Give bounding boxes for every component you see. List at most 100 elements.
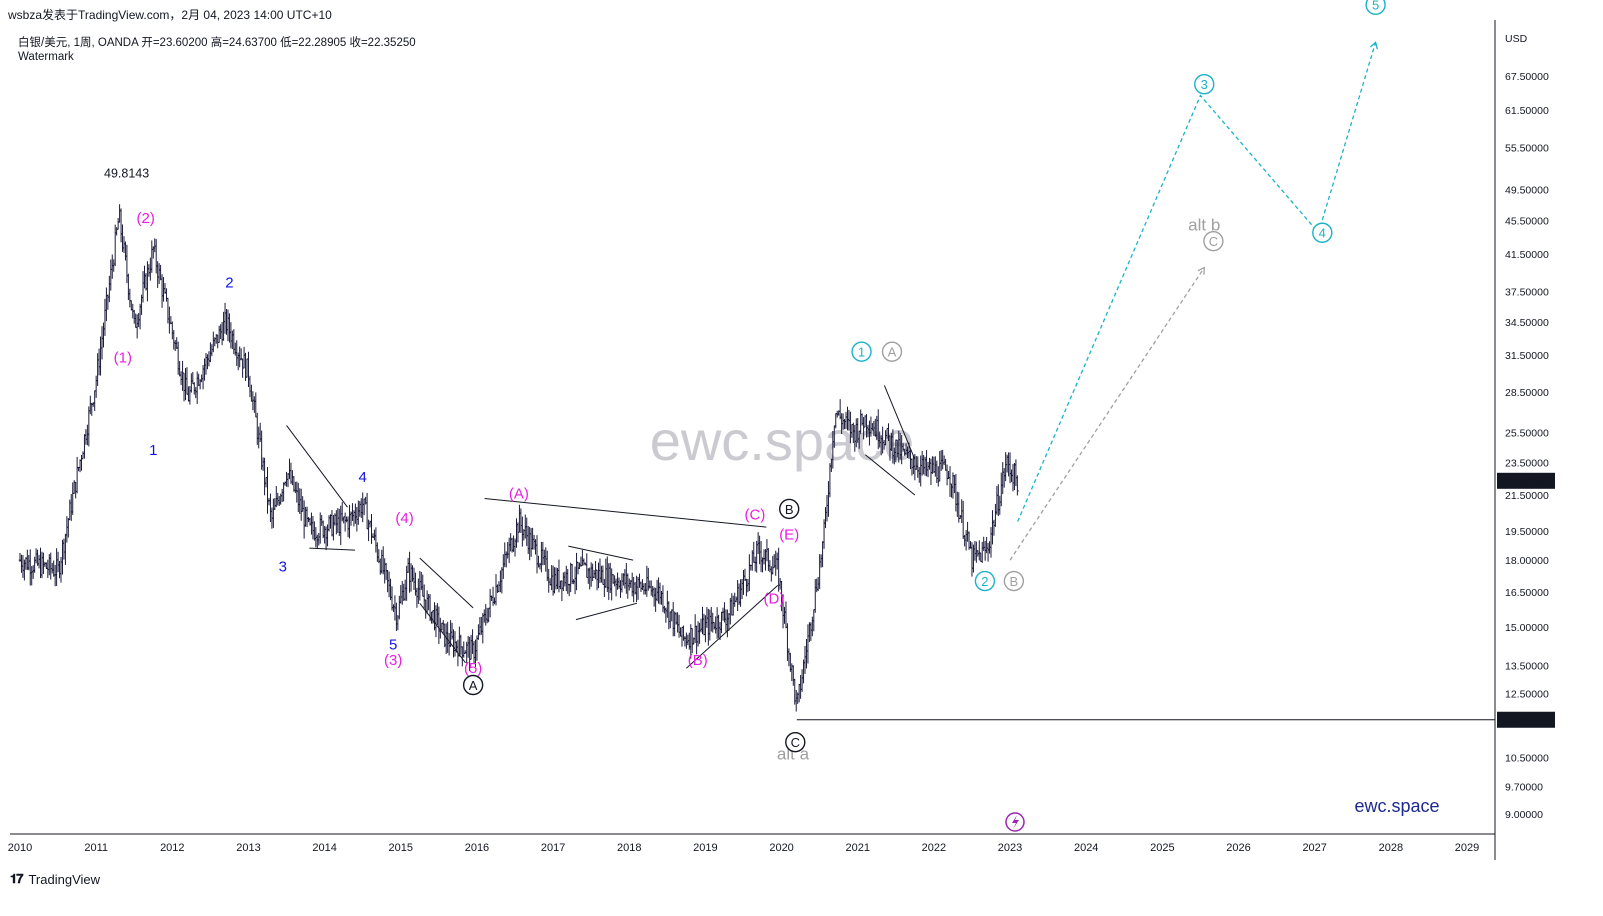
circle-label: B — [1010, 574, 1019, 589]
trend-line — [686, 585, 779, 669]
circle-label: B — [785, 502, 794, 517]
wave-label: 4 — [359, 469, 367, 486]
footer-logo-text: TradingView — [28, 871, 101, 887]
circle-label: A — [888, 345, 897, 360]
y-tick-label: 41.50000 — [1505, 249, 1549, 261]
wave-label: (2) — [136, 210, 154, 227]
trend-line — [484, 497, 767, 528]
x-tick-label: 2022 — [922, 842, 946, 854]
projection-alt — [1009, 267, 1205, 561]
wave-label: 3 — [279, 558, 287, 575]
support-price-badge-box — [1497, 711, 1555, 728]
circle-label-ring — [778, 498, 800, 520]
x-tick-label: 2027 — [1302, 842, 1326, 854]
x-tick-label: 2025 — [1150, 842, 1174, 854]
currency-label: USD — [1505, 33, 1528, 45]
y-tick-label: 23.50000 — [1505, 457, 1549, 469]
trend-line — [419, 557, 474, 609]
trend-line — [575, 602, 638, 621]
y-tick-label: 16.50000 — [1505, 587, 1549, 599]
x-tick-label: 2029 — [1455, 842, 1479, 854]
support-price-badge: 11.64116 — [1505, 715, 1548, 727]
wave-label: 5 — [389, 636, 397, 653]
circle-label-ring — [785, 731, 806, 753]
brand-text: ewc.space — [1354, 796, 1439, 816]
wave-label: (3) — [384, 652, 402, 669]
circle-label: 2 — [981, 574, 988, 589]
footer: 𝟏𝟕 TradingView — [10, 871, 100, 887]
watermark-label: Watermark — [18, 51, 74, 63]
circle-label: 4 — [1319, 226, 1326, 241]
wave-label: (A) — [509, 485, 529, 502]
trend-line — [286, 425, 348, 508]
y-tick-label: 61.50000 — [1505, 105, 1549, 117]
x-tick-label: 2024 — [1074, 842, 1098, 854]
y-tick-label: 67.50000 — [1505, 71, 1549, 83]
circle-label-ring — [1194, 74, 1215, 95]
last-price-badge: 22.35250 — [1504, 476, 1548, 488]
y-tick-label: 13.50000 — [1505, 660, 1549, 672]
circle-label-ring — [881, 341, 903, 362]
projection-alt-arrow — [1197, 266, 1205, 275]
circle-label-ring — [1312, 222, 1333, 243]
y-tick-label: 34.50000 — [1505, 317, 1549, 329]
tradingview-logo-icon: 𝟏𝟕 — [10, 871, 24, 886]
wave-label: (5) — [464, 660, 482, 677]
wave-label: (C) — [745, 506, 766, 523]
publish-line: wsbza发表于TradingView.com，2月 04, 2023 14:0… — [8, 8, 332, 22]
trend-line — [309, 547, 356, 551]
y-tick-label: 12.50000 — [1505, 689, 1549, 701]
y-tick-label: 28.50000 — [1505, 387, 1549, 399]
projection-primary — [1017, 42, 1377, 522]
y-tick-label: 55.50000 — [1505, 143, 1549, 155]
wave-label: (D) — [764, 591, 785, 608]
y-tick-label: 19.50000 — [1505, 526, 1549, 538]
trend-line — [419, 602, 466, 664]
candles-group — [18, 204, 1019, 712]
x-tick-label: 2028 — [1379, 842, 1403, 854]
x-tick-label: 2019 — [693, 842, 717, 854]
circle-label: A — [469, 678, 478, 693]
x-tick-label: 2017 — [541, 842, 565, 854]
trend-line — [865, 454, 916, 496]
high-price-label: 49.8143 — [104, 166, 149, 180]
y-tick-label: 21.50000 — [1505, 490, 1549, 502]
wave-label: (4) — [395, 510, 413, 527]
x-tick-label: 2010 — [8, 842, 32, 854]
y-tick-label: 49.50000 — [1505, 185, 1549, 197]
wave-label-alt: alt b — [1188, 215, 1220, 234]
circle-label: 1 — [858, 345, 865, 360]
x-tick-label: 2011 — [84, 842, 108, 854]
wave-label: (E) — [779, 527, 799, 544]
y-tick-label: 45.50000 — [1505, 215, 1549, 227]
y-tick-label: 31.50000 — [1505, 350, 1549, 362]
x-tick-label: 2018 — [617, 842, 641, 854]
wave-label: (1) — [114, 349, 132, 366]
wave-label: (B) — [688, 652, 708, 669]
y-tick-label: 25.50000 — [1505, 428, 1549, 440]
wave-label: 1 — [149, 442, 157, 459]
y-tick-label: 37.50000 — [1505, 286, 1549, 298]
x-tick-label: 2021 — [845, 842, 869, 854]
trend-line — [568, 545, 634, 561]
projection-primary-arrow — [1369, 41, 1378, 50]
circle-label: C — [791, 735, 800, 750]
x-tick-label: 2020 — [769, 842, 793, 854]
x-tick-label: 2026 — [1226, 842, 1250, 854]
y-tick-label: 10.50000 — [1505, 753, 1549, 765]
lightning-icon[interactable] — [1005, 812, 1025, 832]
watermark-text: ewc.space — [650, 409, 915, 472]
circle-label: 5 — [1372, 0, 1379, 13]
y-tick-label: 9.00000 — [1505, 809, 1543, 821]
circle-label-ring — [851, 341, 872, 362]
x-tick-label: 2015 — [389, 842, 413, 854]
circle-label-ring — [1203, 230, 1224, 252]
y-tick-label: 9.70000 — [1505, 782, 1543, 794]
circle-label-ring — [1003, 570, 1025, 592]
x-tick-label: 2014 — [312, 842, 336, 854]
circle-label-ring — [462, 674, 484, 696]
x-tick-label: 2013 — [236, 842, 260, 854]
trend-line — [883, 385, 916, 460]
x-tick-label: 2012 — [160, 842, 184, 854]
